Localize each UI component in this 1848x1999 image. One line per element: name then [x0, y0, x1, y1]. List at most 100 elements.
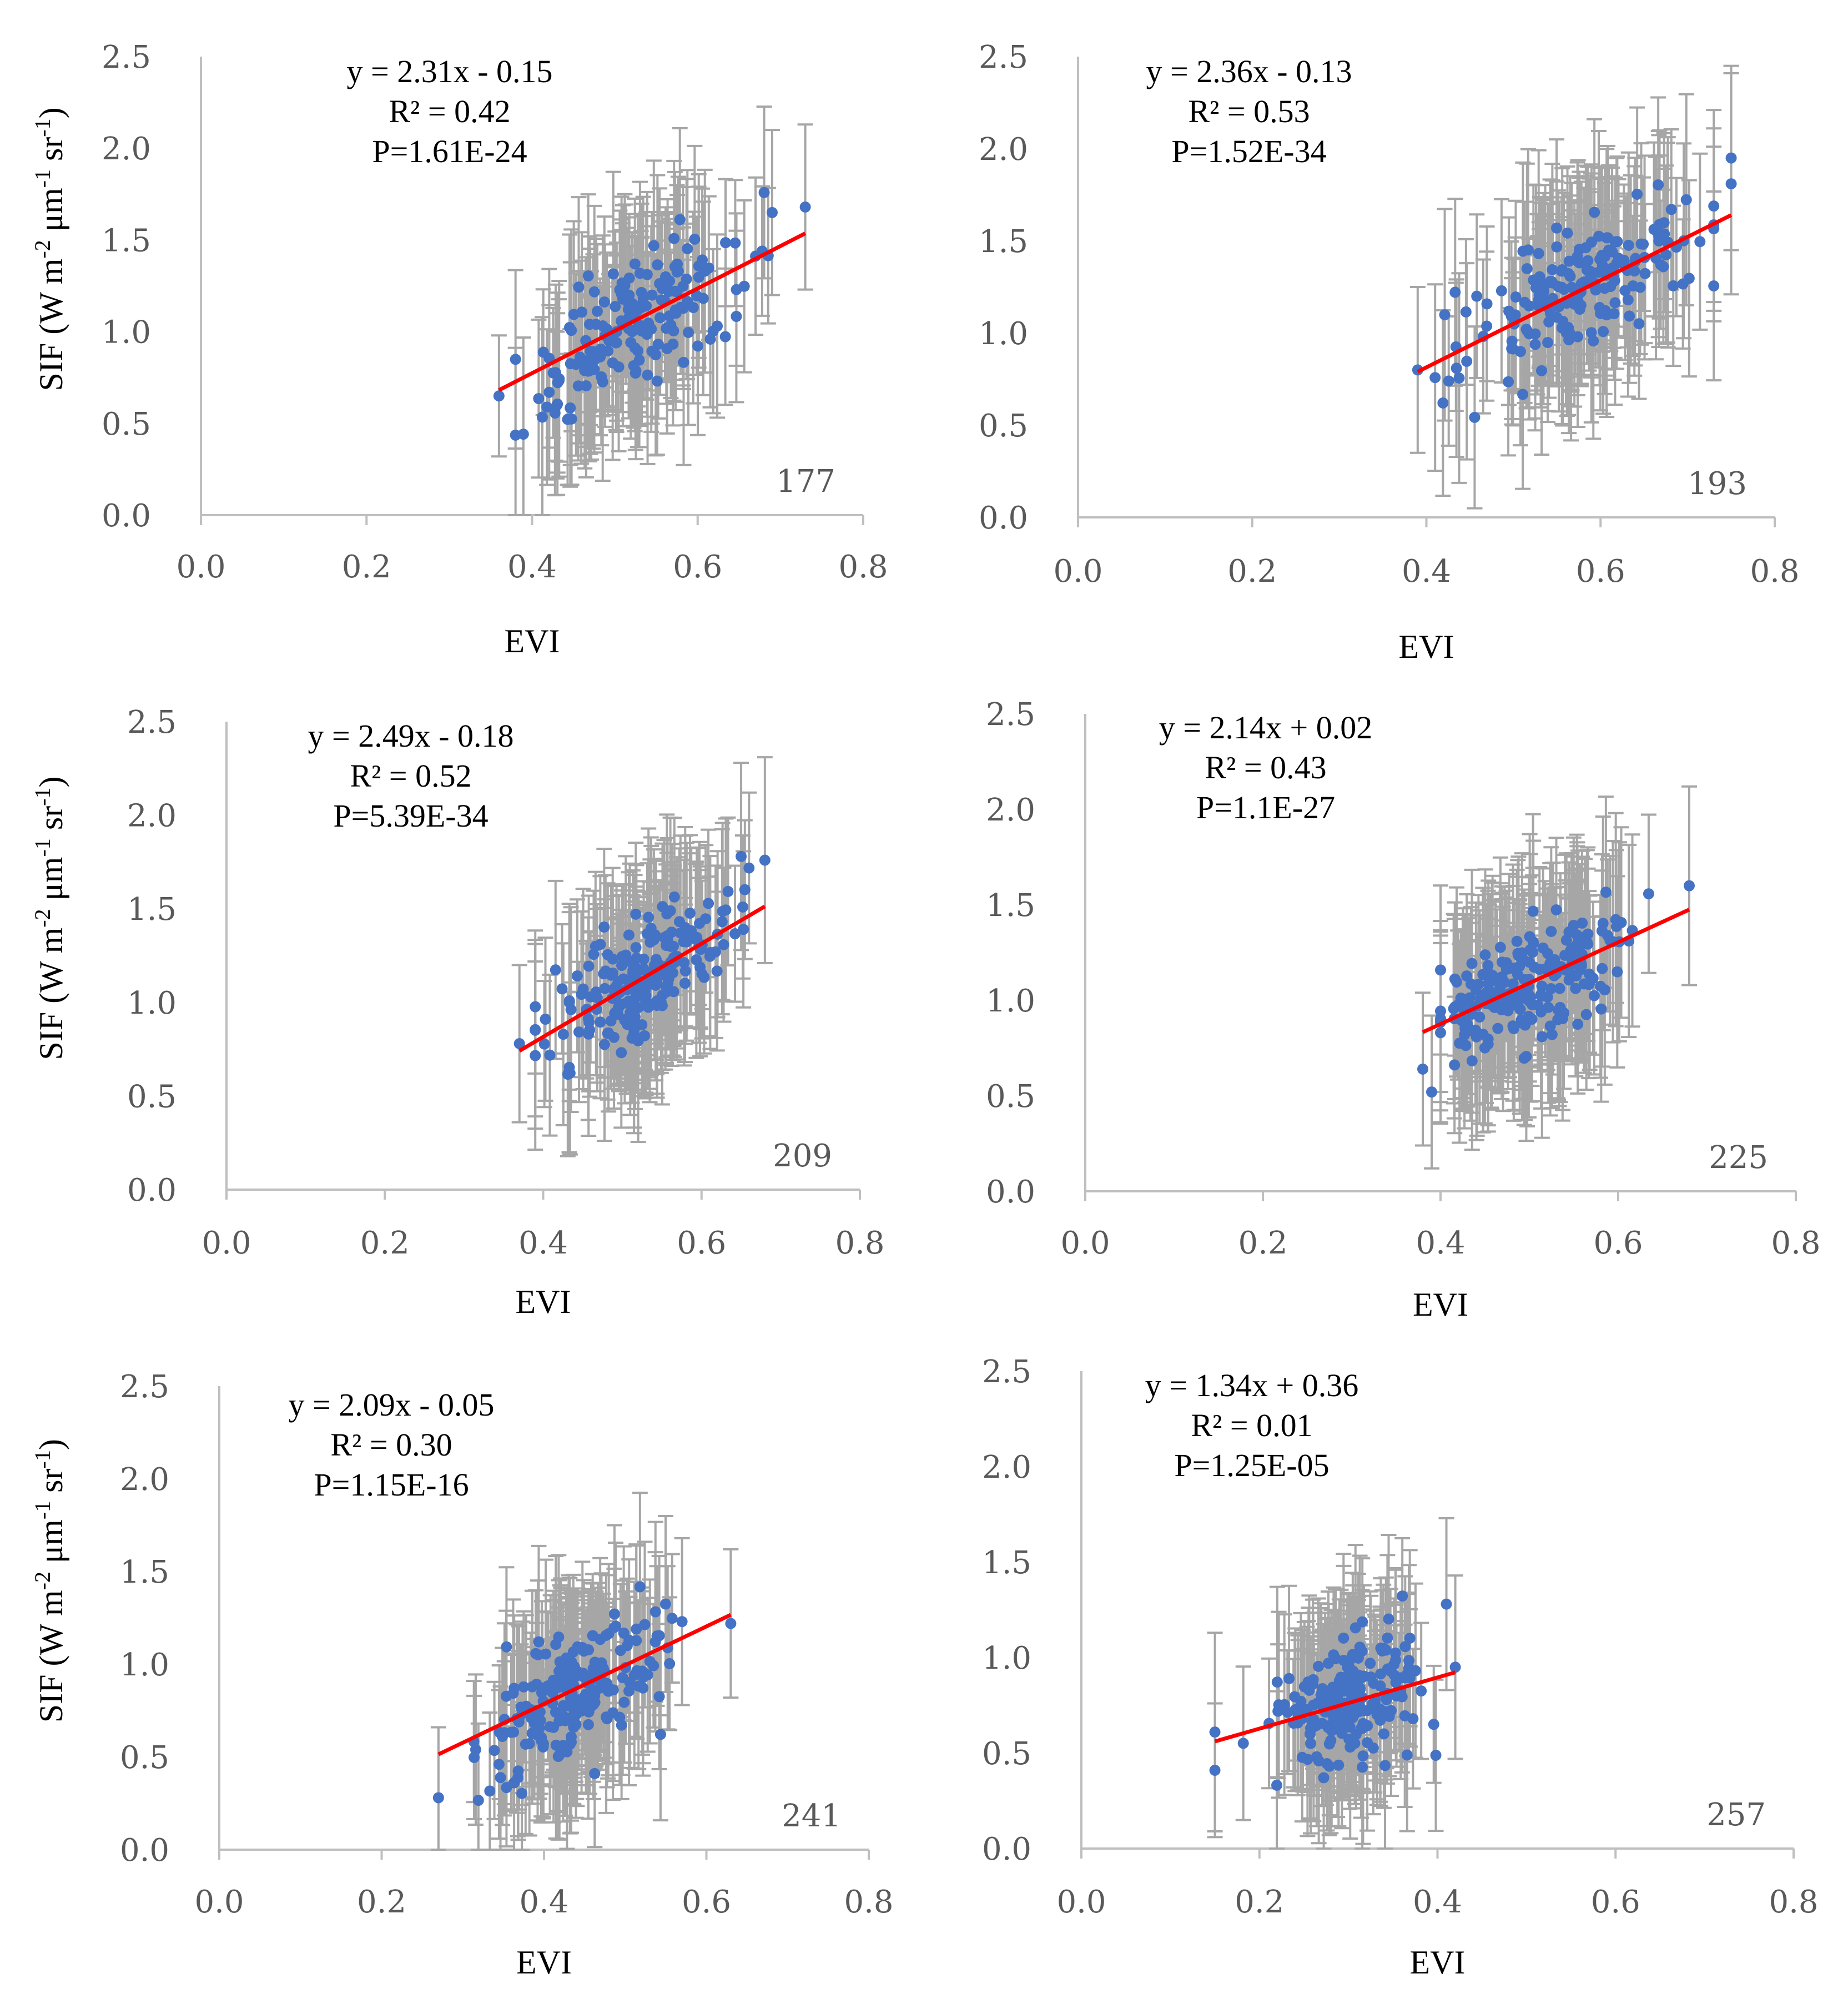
- data-point: [1593, 266, 1604, 278]
- data-point: [631, 1623, 642, 1635]
- data-point: [1609, 275, 1620, 286]
- data-point: [564, 321, 576, 333]
- data-point: [538, 1038, 550, 1050]
- y-tick-label: 2.0: [127, 798, 177, 834]
- data-point: [759, 854, 771, 866]
- data-point: [1569, 298, 1580, 310]
- data-point: [582, 270, 594, 281]
- data-point: [1417, 1063, 1428, 1075]
- data-point: [758, 187, 770, 198]
- data-point: [550, 964, 561, 976]
- data-point: [497, 1731, 508, 1743]
- data-point: [1537, 942, 1549, 954]
- data-point: [657, 283, 668, 294]
- day-of-year-label: 209: [773, 1138, 832, 1174]
- data-point: [1449, 286, 1461, 298]
- data-point: [530, 1648, 542, 1659]
- data-point: [1437, 397, 1449, 409]
- data-point: [1634, 281, 1646, 293]
- y-tick-label: 0.0: [120, 1832, 169, 1869]
- data-point: [484, 1785, 496, 1797]
- data-point: [1677, 278, 1689, 290]
- data-point: [1295, 1695, 1307, 1707]
- data-point: [630, 941, 642, 953]
- data-point: [580, 380, 592, 392]
- data-point: [1510, 291, 1522, 303]
- regression-equation: y = 2.31x - 0.15: [346, 53, 552, 89]
- data-point: [632, 304, 643, 316]
- y-tick-label: 2.5: [102, 39, 151, 75]
- y-axis-title: SIF (W m-2 μm-1 sr-1): [30, 777, 69, 1060]
- data-point: [617, 1672, 628, 1684]
- data-point: [641, 329, 653, 340]
- x-tick-label: 0.6: [1591, 1884, 1640, 1920]
- y-axis-title-part: SIF (W m: [33, 1590, 69, 1723]
- data-point: [1665, 204, 1677, 215]
- data-point: [595, 1016, 606, 1028]
- data-point: [1473, 979, 1484, 990]
- data-point: [1426, 1086, 1437, 1098]
- data-point: [1495, 285, 1507, 296]
- data-point: [625, 336, 637, 348]
- data-point: [632, 1002, 644, 1014]
- data-point: [1573, 244, 1585, 255]
- data-point: [1237, 1738, 1249, 1749]
- data-point: [1725, 178, 1737, 190]
- data-point: [1597, 963, 1608, 974]
- data-point: [565, 1731, 577, 1743]
- y-tick-label: 1.5: [120, 1554, 169, 1590]
- data-point: [1546, 1029, 1558, 1040]
- data-point: [597, 320, 608, 332]
- data-point: [1551, 241, 1563, 253]
- fit-line: [1422, 908, 1690, 1034]
- data-point: [1587, 973, 1599, 984]
- data-point: [1608, 308, 1620, 320]
- data-point: [1515, 1014, 1527, 1026]
- r-squared: R² = 0.52: [350, 758, 471, 794]
- data-point: [530, 1024, 541, 1036]
- y-axis-title-superscript: -1: [30, 169, 55, 188]
- data-point: [1523, 300, 1535, 312]
- data-point: [607, 268, 619, 280]
- data-point: [668, 891, 680, 903]
- fit-line: [498, 231, 807, 392]
- data-point: [1461, 355, 1473, 367]
- data-point: [718, 939, 729, 950]
- x-tick-label: 0.8: [844, 1884, 893, 1920]
- data-point: [1577, 917, 1588, 929]
- data-point: [557, 1029, 569, 1040]
- p-value: P=1.15E-16: [314, 1467, 469, 1503]
- data-point: [583, 960, 595, 972]
- data-point: [510, 354, 521, 365]
- y-axis-title-part: SIF (W m: [33, 259, 69, 391]
- data-point: [652, 259, 663, 271]
- data-point: [1609, 236, 1621, 248]
- y-axis-title-part: SIF (W m: [33, 928, 69, 1060]
- data-point: [1542, 991, 1553, 1003]
- y-tick-label: 2.5: [982, 1354, 1031, 1390]
- data-point: [1527, 905, 1539, 917]
- data-points: [513, 850, 771, 1080]
- y-axis-title-part: ): [33, 777, 69, 788]
- y-tick-label: 1.5: [102, 223, 151, 259]
- data-point: [537, 411, 548, 423]
- x-tick-label: 0.0: [1056, 1884, 1106, 1920]
- data-point: [1439, 309, 1451, 321]
- data-point: [501, 1641, 512, 1653]
- r-squared: R² = 0.53: [1188, 93, 1310, 129]
- y-tick-label: 0.5: [120, 1740, 169, 1776]
- data-point: [1554, 983, 1565, 994]
- data-point: [567, 1670, 579, 1681]
- data-point: [648, 240, 659, 251]
- data-point: [661, 343, 673, 354]
- data-point: [660, 1598, 672, 1610]
- data-point: [1507, 343, 1519, 355]
- data-point: [512, 1765, 524, 1777]
- data-point: [1570, 983, 1582, 994]
- data-points: [432, 1581, 737, 1806]
- data-point: [1680, 194, 1692, 205]
- data-point: [1338, 1632, 1350, 1644]
- data-point: [683, 326, 694, 338]
- data-point: [563, 995, 575, 1007]
- data-point: [670, 308, 682, 319]
